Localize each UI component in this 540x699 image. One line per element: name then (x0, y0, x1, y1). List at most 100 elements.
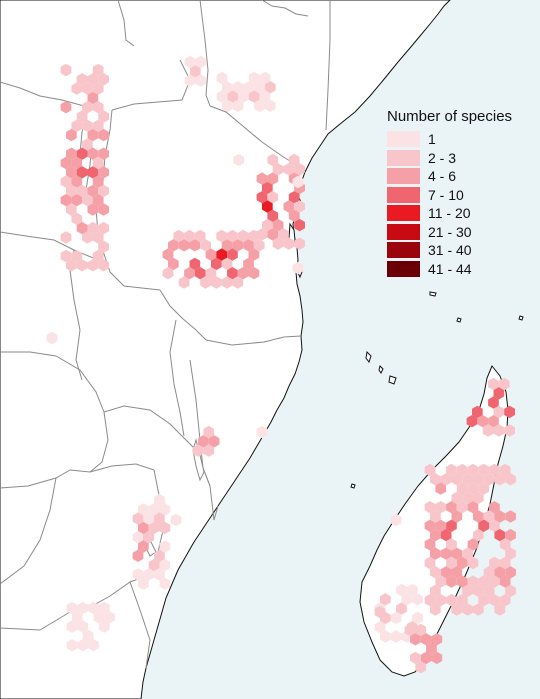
hex-cell (98, 259, 109, 272)
hex-cell (98, 221, 109, 235)
hex-cell (451, 547, 463, 560)
hex-cell (451, 603, 463, 616)
map-legend: Number of species 1 2 - 3 4 - 6 7 - 10 1… (387, 108, 537, 278)
legend-entry-4: 7 - 10 (387, 186, 537, 205)
hex-cell (489, 594, 500, 607)
hex-cell (211, 257, 222, 271)
hex-cell (294, 200, 305, 213)
hex-cell (489, 556, 500, 570)
hex-cell (104, 611, 115, 624)
hex-cell (248, 229, 260, 243)
hex-cell (227, 248, 238, 261)
hex-cell (278, 228, 289, 241)
hex-cell (473, 491, 484, 505)
hex-cell (467, 575, 479, 588)
legend-swatch (387, 223, 420, 240)
hex-cell (505, 510, 516, 523)
legend-swatch (387, 186, 420, 203)
border-line (111, 59, 191, 111)
hex-cell (227, 229, 238, 243)
hex-cell (478, 594, 490, 607)
hex-cell (200, 276, 211, 289)
hex-cell (462, 491, 473, 505)
hex-cell (87, 184, 99, 198)
hex-cell (430, 566, 441, 579)
hex-cell (499, 556, 511, 570)
legend-swatch (387, 168, 420, 185)
hex-cell (88, 601, 99, 615)
legend-label: 31 - 40 (428, 242, 472, 259)
hex-cell (243, 257, 254, 271)
hex-cell (77, 601, 89, 615)
hex-cell (283, 163, 295, 176)
hex-cell (262, 200, 273, 213)
hex-cell (60, 249, 72, 263)
hex-cell (87, 203, 99, 216)
hex-cell (60, 101, 72, 114)
hex-cell (232, 99, 244, 113)
hex-cell (390, 513, 402, 527)
hex-cell (430, 547, 441, 560)
hex-cell (227, 90, 239, 103)
border-line (169, 319, 185, 437)
hex-cell (159, 540, 171, 553)
hex-cell (494, 528, 506, 542)
hex-cell (237, 267, 249, 280)
hex-cell (92, 119, 104, 132)
hex-cell (71, 212, 83, 225)
legend-label: 11 - 20 (428, 205, 471, 222)
hex-cell (82, 629, 94, 643)
hex-cell (148, 521, 160, 535)
hex-cell (294, 237, 305, 250)
hex-cell (170, 513, 182, 527)
hex-cell (138, 503, 149, 516)
hex-cell (203, 425, 215, 439)
hex-cell (294, 163, 305, 176)
hex-cell (222, 99, 233, 113)
hex-cell (396, 583, 407, 597)
hex-cell (143, 568, 155, 581)
hex-cell (446, 594, 457, 607)
hex-cell (499, 594, 511, 607)
hex-cell (473, 510, 484, 523)
hex-cell (190, 65, 201, 78)
hex-cell (435, 501, 447, 514)
hex-cell (493, 405, 505, 419)
hex-cell (374, 605, 386, 619)
hex-cell (499, 575, 511, 588)
border-line (0, 469, 71, 489)
hex-cell (82, 101, 93, 114)
hex-cell (200, 239, 211, 252)
legend-entry-2: 2 - 3 (387, 149, 537, 168)
hex-cell (132, 549, 144, 562)
hex-cell (482, 424, 494, 437)
hex-cell (406, 583, 418, 597)
hex-cell (446, 538, 457, 551)
hex-cell (154, 549, 165, 562)
hex-cell (505, 473, 516, 486)
hex-cell (203, 444, 215, 457)
hex-cell (221, 276, 233, 289)
hex-cell (248, 248, 260, 261)
hex-cell (267, 209, 279, 222)
hex-cell (456, 594, 468, 607)
hex-cell (87, 91, 99, 105)
hex-cell (216, 90, 228, 103)
hex-cell (494, 603, 506, 616)
hex-cell (132, 568, 144, 581)
border-line (129, 581, 151, 669)
hex-cell (98, 601, 110, 615)
hex-cell (424, 501, 436, 514)
hex-cell (184, 74, 196, 87)
hex-cell (267, 172, 279, 185)
border-line (0, 81, 85, 107)
hex-cell (233, 153, 245, 167)
hex-cell (435, 519, 447, 532)
hex-cell (148, 503, 160, 516)
hex-cell (283, 200, 295, 213)
hex-cell (208, 435, 220, 448)
hex-cell (380, 630, 391, 643)
hex-cell (71, 194, 83, 207)
hex-cell (451, 491, 463, 505)
hex-cell (265, 81, 276, 94)
